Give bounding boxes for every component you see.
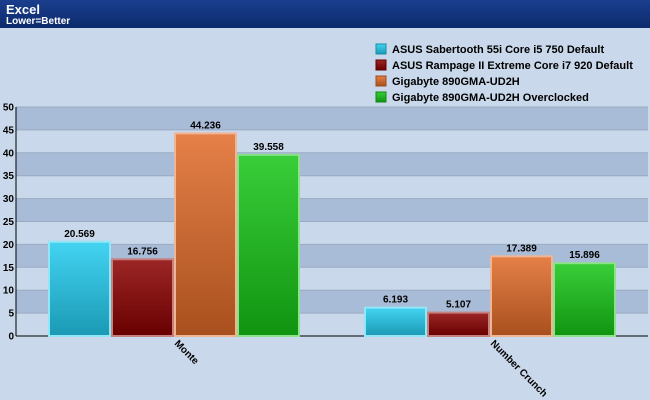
bar [364, 306, 427, 337]
legend-swatch [375, 59, 387, 71]
data-label: 15.896 [569, 250, 600, 261]
grid-band [16, 107, 648, 130]
data-label: 16.756 [127, 246, 158, 257]
y-tick-label: 35 [3, 171, 15, 182]
data-label: 39.558 [253, 142, 284, 153]
legend-label: ASUS Sabertooth 55i Core i5 750 Default [392, 44, 604, 56]
bar [553, 262, 616, 337]
legend-swatch [375, 75, 387, 87]
bar [490, 255, 553, 337]
y-tick-label: 5 [8, 309, 14, 320]
chart-title: Excel [6, 2, 40, 17]
bar [237, 153, 300, 337]
data-label: 44.236 [190, 120, 221, 131]
legend-label: ASUS Rampage II Extreme Core i7 920 Defa… [392, 60, 633, 72]
legend-swatch [375, 43, 387, 55]
y-tick-label: 40 [3, 148, 15, 159]
legend-swatch [375, 91, 387, 103]
data-label: 5.107 [446, 300, 471, 311]
bar [427, 311, 490, 338]
title-bar: Excel Lower=Better [0, 0, 650, 28]
y-tick-label: 50 [3, 103, 15, 114]
data-label: 20.569 [64, 229, 95, 240]
data-label: 17.389 [506, 243, 537, 254]
grid-band [16, 175, 648, 199]
grid-band [16, 198, 648, 222]
x-tick-label: Monte [172, 338, 201, 367]
y-tick-label: 10 [3, 286, 15, 297]
bar [111, 258, 174, 337]
y-tick-label: 30 [3, 194, 15, 205]
bar [174, 132, 237, 337]
x-tick-label: Number Crunch [488, 338, 549, 399]
legend-label: Gigabyte 890GMA-UD2H [392, 76, 520, 88]
bar [48, 240, 111, 337]
y-tick-label: 0 [8, 332, 14, 343]
y-tick-label: 15 [3, 263, 15, 274]
legend-label: Gigabyte 890GMA-UD2H Overclocked [392, 92, 589, 104]
grid-band [16, 152, 648, 176]
y-tick-label: 25 [3, 217, 15, 228]
y-tick-label: 20 [3, 240, 15, 251]
grid-band [16, 129, 648, 153]
y-tick-label: 45 [3, 125, 15, 136]
data-label: 6.193 [383, 295, 408, 306]
chart-subtitle: Lower=Better [6, 16, 71, 27]
